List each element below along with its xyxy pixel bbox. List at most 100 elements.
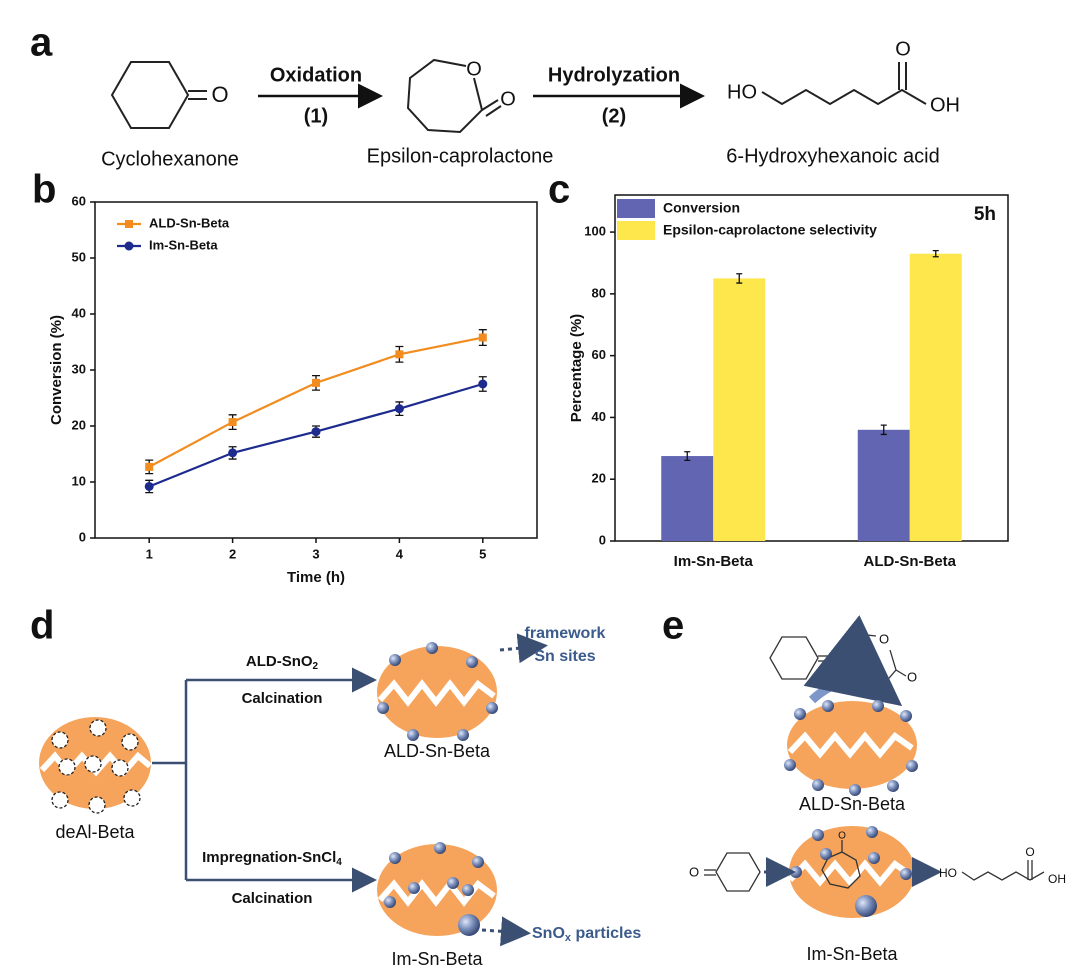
atom-label: HO bbox=[727, 81, 757, 103]
atom-label: O bbox=[466, 58, 482, 80]
im-sn-beta-particle bbox=[377, 842, 497, 936]
caprolactone-structure bbox=[406, 58, 502, 134]
atom-label: O bbox=[833, 650, 843, 665]
annotation: 5h bbox=[974, 204, 996, 225]
particle-label: ALD-Sn-Beta bbox=[384, 741, 491, 761]
annotation-text: SnO bbox=[532, 925, 565, 942]
annotation: framework bbox=[525, 625, 606, 642]
atom-label: OH bbox=[930, 94, 960, 116]
im-sn-beta-particle bbox=[787, 826, 915, 918]
subscript: 4 bbox=[336, 857, 342, 868]
panel-label: c bbox=[548, 168, 570, 212]
atom-label: O bbox=[838, 831, 846, 842]
plot-frame bbox=[614, 194, 1009, 542]
legend-swatch bbox=[617, 199, 655, 218]
compound-name: 6-Hydroxyhexanoic acid bbox=[726, 145, 939, 167]
y-tick-label: 80 bbox=[592, 285, 606, 300]
x-tick-label: ALD-Sn-Beta bbox=[864, 553, 957, 570]
legend-label: Im-Sn-Beta bbox=[149, 237, 218, 252]
atom-label: O bbox=[689, 864, 699, 879]
bar bbox=[713, 278, 766, 541]
y-axis-label: Conversion (%) bbox=[48, 315, 65, 425]
panel-label: a bbox=[30, 21, 53, 65]
x-tick-label: 2 bbox=[229, 546, 236, 561]
atom-label: O bbox=[500, 88, 516, 110]
y-tick-label: 20 bbox=[72, 417, 86, 432]
marker bbox=[478, 379, 488, 389]
particle-label: deAl-Beta bbox=[55, 822, 135, 842]
legend-label: Conversion bbox=[663, 200, 740, 216]
atom-label: HO bbox=[939, 866, 957, 880]
error-bar bbox=[684, 451, 691, 462]
subscript: x bbox=[565, 932, 572, 944]
y-tick-label: 20 bbox=[592, 471, 606, 486]
atom-label: O bbox=[879, 631, 889, 646]
marker bbox=[478, 333, 487, 342]
bar bbox=[857, 429, 910, 541]
marker bbox=[395, 350, 404, 359]
bar bbox=[661, 456, 714, 541]
ald-sn-beta-particle bbox=[377, 642, 498, 741]
marker bbox=[228, 448, 238, 458]
ald-sn-beta-particle bbox=[784, 700, 918, 796]
route-step-text: ALD-SnO bbox=[246, 653, 313, 670]
y-tick-label: 60 bbox=[592, 347, 606, 362]
marker bbox=[312, 378, 320, 387]
x-tick-label: 3 bbox=[312, 546, 319, 561]
marker bbox=[144, 481, 154, 491]
particle-label: Im-Sn-Beta bbox=[391, 949, 483, 969]
panel-label: d bbox=[30, 604, 54, 648]
step-label: Hydrolyzation bbox=[548, 64, 680, 86]
route-step-text: Impregnation-SnCl bbox=[202, 849, 336, 866]
curved-arrow bbox=[803, 615, 903, 707]
atom-label: O bbox=[895, 38, 911, 60]
subscript: 2 bbox=[313, 661, 319, 672]
y-tick-label: 50 bbox=[72, 249, 86, 264]
legend-label: Epsilon-caprolactone selectivity bbox=[663, 222, 877, 238]
route-step: ALD-SnO2 bbox=[246, 653, 319, 672]
small-structures bbox=[704, 852, 1045, 892]
panel-label: b bbox=[32, 168, 56, 212]
cyclohexanone-structure bbox=[110, 61, 207, 129]
annotation: Sn sites bbox=[534, 648, 595, 665]
y-tick-label: 60 bbox=[72, 193, 86, 208]
legend-marker bbox=[125, 220, 133, 228]
legend-swatch bbox=[617, 221, 655, 240]
annotation: SnOx particles bbox=[532, 925, 641, 944]
error-bar bbox=[736, 273, 743, 284]
atom-label: O bbox=[211, 82, 228, 107]
marker bbox=[145, 462, 154, 471]
legend-marker bbox=[124, 241, 134, 251]
y-tick-label: 100 bbox=[584, 224, 606, 239]
marker bbox=[228, 418, 237, 427]
x-tick-label: 5 bbox=[479, 546, 486, 561]
panel-label: e bbox=[662, 604, 684, 648]
route-lines bbox=[152, 667, 377, 893]
compound-name: Epsilon-caprolactone bbox=[367, 145, 554, 167]
particle-label: ALD-Sn-Beta bbox=[799, 794, 906, 814]
y-tick-label: 40 bbox=[592, 409, 606, 424]
x-tick-label: 4 bbox=[396, 546, 404, 561]
series-line bbox=[148, 336, 484, 468]
y-tick-label: 40 bbox=[72, 305, 86, 320]
deal-beta-particle bbox=[39, 717, 152, 814]
atom-label: O bbox=[1025, 845, 1034, 859]
dotted-arrow bbox=[481, 916, 531, 947]
route-step: Calcination bbox=[232, 890, 313, 907]
error-bar bbox=[880, 424, 887, 436]
y-tick-label: 30 bbox=[72, 361, 86, 376]
particle-label: Im-Sn-Beta bbox=[806, 944, 898, 964]
x-tick-label: Im-Sn-Beta bbox=[674, 553, 754, 570]
atom-label: OH bbox=[1048, 872, 1066, 886]
route-step: Impregnation-SnCl4 bbox=[202, 849, 342, 868]
step-number: (2) bbox=[602, 105, 626, 127]
y-tick-label: 0 bbox=[79, 529, 86, 544]
x-tick-label: 1 bbox=[146, 546, 153, 561]
atom-label: O bbox=[907, 669, 917, 684]
compound-name: Cyclohexanone bbox=[101, 148, 239, 170]
dotted-arrow bbox=[499, 633, 548, 664]
bar bbox=[909, 253, 962, 542]
marker bbox=[394, 404, 404, 414]
error-bar bbox=[932, 249, 939, 258]
